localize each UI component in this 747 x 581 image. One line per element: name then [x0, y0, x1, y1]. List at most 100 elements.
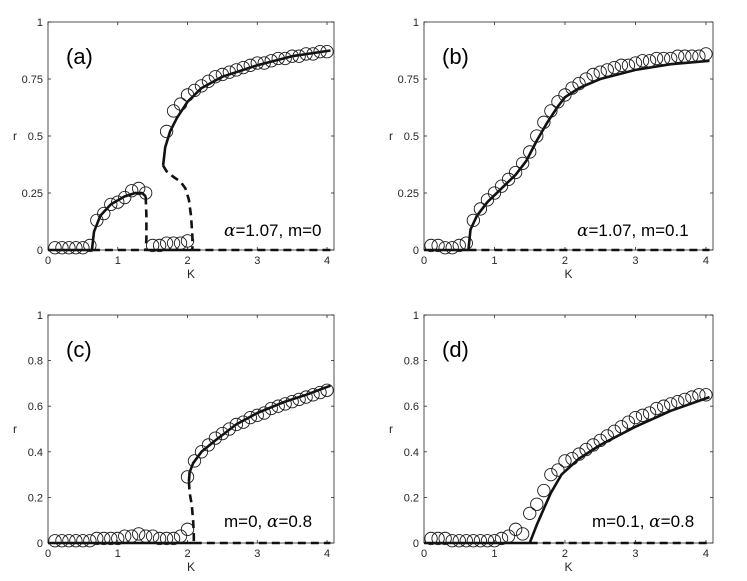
x-tick-label: 4	[324, 255, 330, 267]
panel-d: 0 1 2 3 4 0 0.2 0.4 0.6 0.8 1 Kr (d) m=0.1, α=0.8	[389, 310, 714, 574]
y-tick-label: 0.5	[404, 131, 419, 143]
simulation-marker	[76, 534, 90, 548]
simulation-marker	[145, 238, 160, 253]
simulation-marker	[614, 420, 629, 434]
annotation-text: =1.07, m=0.1	[588, 221, 688, 240]
simulation-marker	[431, 531, 445, 546]
simulation-marker	[90, 213, 104, 228]
y-tick-label: 0.4	[28, 447, 43, 459]
simulation-marker	[516, 156, 530, 171]
simulation-marker	[236, 60, 250, 75]
panel-label: (a)	[66, 44, 93, 69]
y-axis-label: r	[389, 422, 393, 436]
simulation-marker	[299, 47, 313, 61]
simulation-marker	[628, 56, 643, 70]
x-tick-label: 3	[632, 255, 638, 267]
panel-b: 0 1 2 3 4 0 0.25 0.5 0.75 1 Kr (b) α=1.07, m=0.1	[389, 17, 714, 281]
simulation-marker	[649, 51, 664, 66]
simulation-marker	[236, 415, 250, 429]
annotation-text: =1.07, m=0	[235, 221, 321, 240]
simulation-marker	[516, 527, 530, 541]
simulation-marker	[292, 49, 306, 63]
simulation-marker	[299, 390, 313, 404]
simulation-marker	[166, 104, 181, 118]
axes-box	[47, 314, 335, 544]
y-tick-label: 0.25	[22, 188, 43, 200]
simulation-marker	[466, 534, 480, 548]
simulation-marker	[530, 497, 544, 511]
x-tick-label: 0	[421, 255, 427, 267]
simulation-marker	[466, 213, 480, 228]
simulation-marker	[438, 241, 452, 255]
simulation-marker	[159, 531, 174, 546]
simulation-marker	[607, 60, 621, 75]
x-tick-label: 1	[115, 255, 121, 267]
simulation-marker	[438, 531, 452, 546]
simulation-marker	[55, 241, 69, 255]
simulation-marker	[180, 234, 195, 248]
alpha-symbol: α	[224, 221, 236, 241]
annotation-prefix: m=0.1,	[592, 512, 649, 531]
simulation-marker	[523, 145, 537, 159]
y-tick-label: 1	[37, 17, 43, 29]
simulation-marker	[159, 124, 174, 139]
simulation-marker	[544, 467, 558, 482]
simulation-marker	[452, 534, 466, 548]
x-tick-label: 1	[491, 255, 497, 267]
x-tick-label: 2	[184, 548, 190, 560]
simulation-marker	[313, 385, 327, 400]
simulation-marker	[551, 95, 565, 109]
simulation-marker	[166, 236, 181, 250]
solid-branch	[467, 59, 710, 251]
simulation-marker	[104, 197, 118, 212]
simulation-marker	[194, 445, 209, 459]
simulation-marker	[459, 534, 473, 548]
simulation-marker	[579, 72, 593, 86]
simulation-marker	[671, 49, 685, 63]
x-tick-label: 1	[115, 548, 121, 560]
simulation-marker	[285, 394, 299, 409]
simulation-marker	[243, 58, 257, 72]
simulation-marker	[431, 238, 445, 253]
simulation-marker	[83, 534, 97, 548]
simulation-marker	[215, 67, 230, 82]
y-tick-label: 0.75	[398, 74, 419, 86]
simulation-marker	[664, 397, 678, 411]
simulation-marker	[152, 531, 167, 546]
simulation-marker	[139, 186, 153, 200]
simulation-marker	[593, 433, 607, 448]
panel-c: 0 1 2 3 4 0 0.2 0.4 0.6 0.8 1 Kr (c) m=0, α=0.8	[13, 310, 335, 574]
simulation-marker	[292, 392, 306, 407]
simulation-marker	[111, 195, 125, 209]
simulation-marker	[628, 410, 643, 425]
x-tick-label: 4	[703, 548, 709, 560]
simulation-marker	[187, 454, 202, 468]
simulation-marker	[537, 483, 551, 498]
simulation-marker	[487, 534, 502, 548]
simulation-marker	[180, 470, 195, 484]
simulation-marker	[139, 529, 153, 543]
simulation-marker	[264, 401, 278, 416]
simulation-marker	[642, 54, 657, 68]
simulation-marker	[635, 54, 650, 68]
simulation-marker	[607, 424, 621, 438]
simulation-marker	[76, 241, 90, 255]
x-tick-label: 4	[703, 255, 709, 267]
simulation-marker	[452, 238, 466, 253]
simulation-marker	[229, 63, 243, 77]
simulation-marker	[480, 193, 495, 207]
solid-branch	[90, 191, 147, 251]
simulation-marker	[180, 522, 195, 536]
simulation-marker	[459, 236, 473, 250]
simulation-marker	[593, 65, 607, 79]
x-tick-label: 0	[421, 548, 427, 560]
simulation-marker	[97, 531, 111, 546]
simulation-marker	[69, 534, 83, 548]
simulation-marker	[250, 56, 264, 70]
simulation-marker	[111, 531, 125, 546]
y-axis-label: r	[13, 422, 17, 436]
y-tick-label: 1	[413, 17, 419, 29]
y-tick-label: 0.25	[398, 188, 419, 200]
y-tick-label: 0.75	[22, 74, 43, 86]
